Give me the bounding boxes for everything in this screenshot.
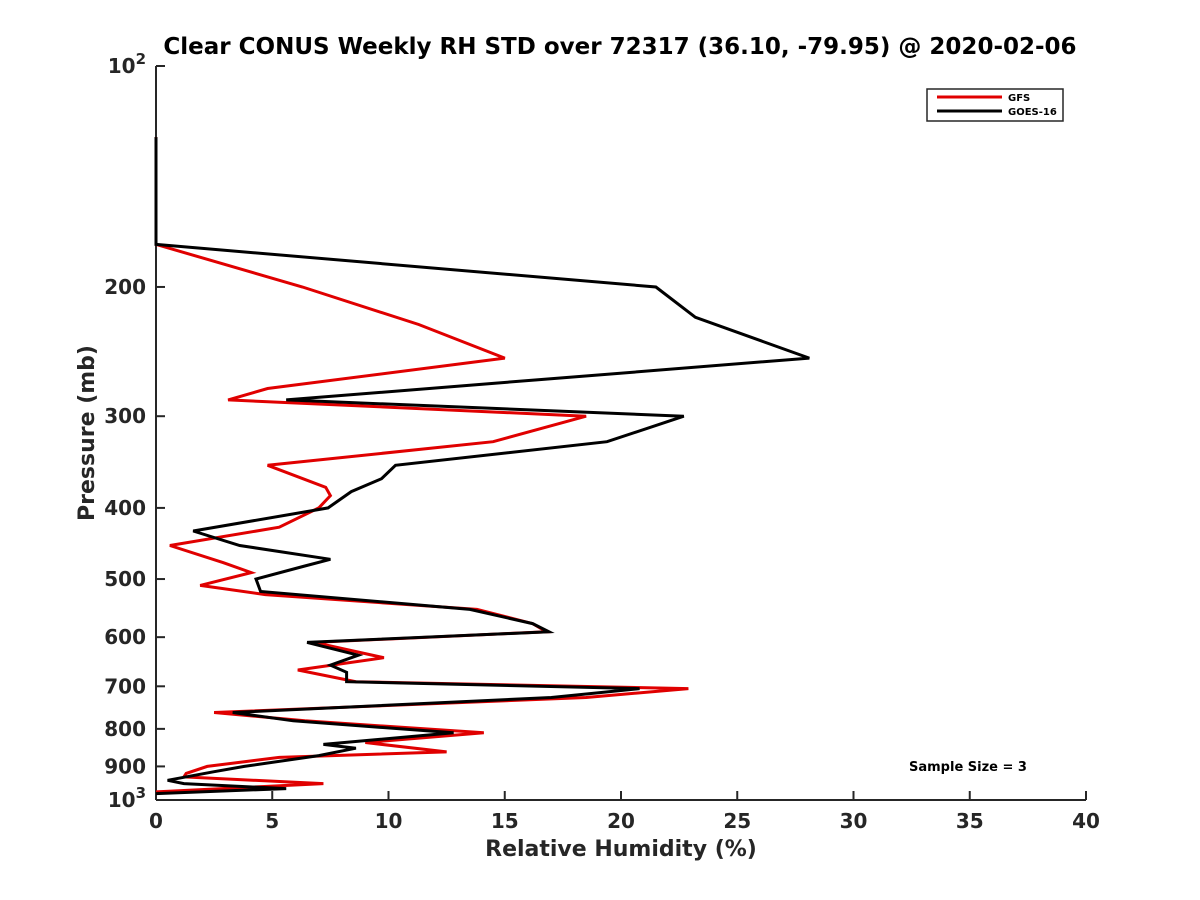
y-tick-exponent: 3 <box>136 784 146 802</box>
y-tick-label: 103 <box>108 784 146 812</box>
x-axis-label: Relative Humidity (%) <box>485 837 757 862</box>
series-layer <box>154 137 810 796</box>
y-tick-label: 500 <box>104 567 146 591</box>
y-tick-label: 400 <box>104 496 146 520</box>
legend: GFS GOES-16 <box>926 88 1064 122</box>
legend-box <box>926 88 1064 122</box>
y-tick-label: 200 <box>104 275 146 299</box>
legend-label-goes-16: GOES-16 <box>1008 107 1057 118</box>
x-tick-label: 40 <box>1072 809 1100 833</box>
series-line-goes-16 <box>154 137 810 796</box>
x-tick-label: 15 <box>491 809 519 833</box>
x-tick-label: 25 <box>723 809 751 833</box>
chart-title: Clear CONUS Weekly RH STD over 72317 (36… <box>163 34 1076 60</box>
x-tick-label: 35 <box>956 809 984 833</box>
y-tick-label: 900 <box>104 754 146 778</box>
legend-label-gfs: GFS <box>1008 93 1030 104</box>
y-tick-base: 10 <box>108 54 136 78</box>
y-tick-label: 300 <box>104 404 146 428</box>
x-tick-label: 30 <box>840 809 868 833</box>
x-ticks: 0 5 10 15 20 25 30 35 40 <box>149 791 1100 833</box>
y-tick-label: 700 <box>104 674 146 698</box>
sample-size-annotation: Sample Size = 3 <box>909 760 1027 775</box>
x-tick-label: 20 <box>607 809 635 833</box>
y-axis-label: Pressure (mb) <box>75 345 100 521</box>
x-tick-label: 5 <box>265 809 279 833</box>
y-tick-label: 800 <box>104 717 146 741</box>
x-tick-label: 10 <box>375 809 403 833</box>
y-tick-label: 600 <box>104 625 146 649</box>
x-tick-label: 0 <box>149 809 163 833</box>
y-tick-base: 10 <box>108 788 136 812</box>
y-tick-label: 102 <box>108 50 146 78</box>
y-tick-exponent: 2 <box>136 50 146 68</box>
